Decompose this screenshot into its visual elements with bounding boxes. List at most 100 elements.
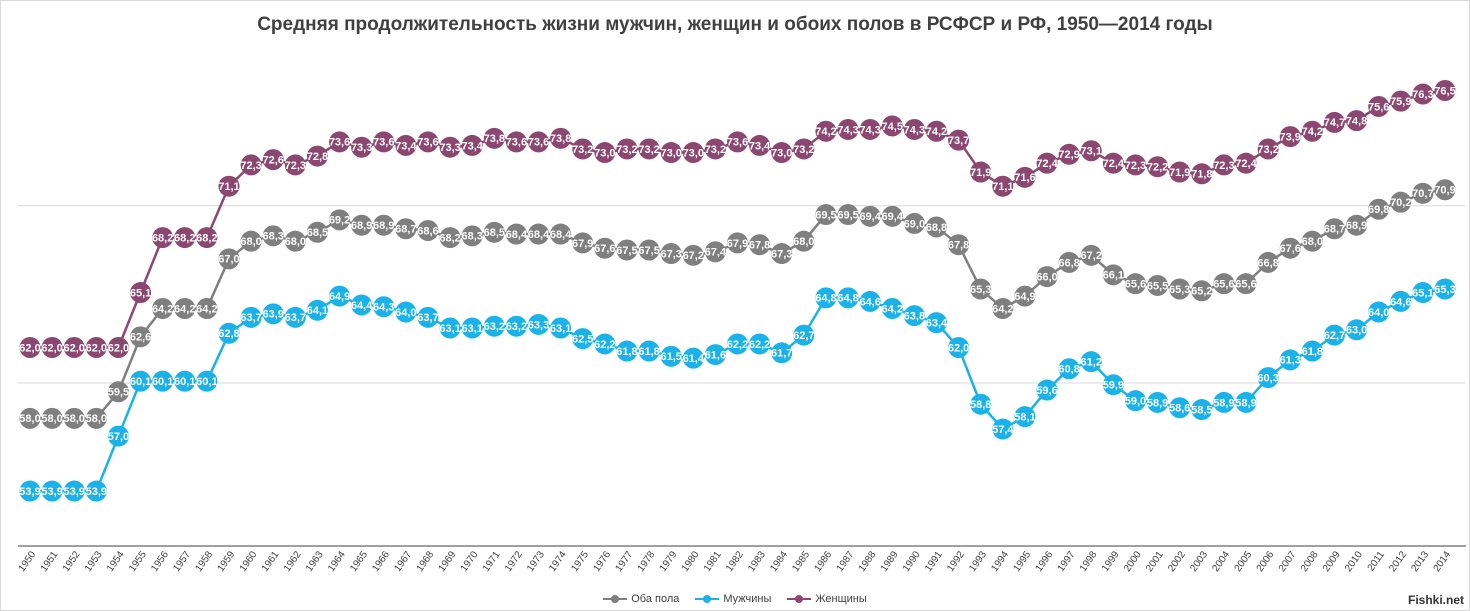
data-point	[881, 297, 903, 319]
data-label: 73,0	[683, 147, 704, 159]
x-tick-label: 1995	[1011, 549, 1033, 574]
data-point	[771, 243, 793, 265]
data-label: 72,3	[240, 160, 261, 172]
data-point	[1301, 230, 1323, 252]
data-point	[130, 282, 152, 304]
data-label: 63,2	[484, 321, 505, 333]
data-label: 67,3	[660, 248, 681, 260]
data-point	[793, 324, 815, 346]
x-tick-label: 1974	[547, 549, 569, 574]
data-point	[1169, 278, 1191, 300]
data-label: 73,8	[484, 133, 505, 145]
data-label: 62,7	[793, 330, 814, 342]
data-point	[550, 223, 572, 245]
data-label: 74,3	[859, 124, 880, 136]
data-point	[771, 142, 793, 164]
data-label: 72,4	[1103, 158, 1125, 170]
data-label: 62,0	[86, 342, 107, 354]
x-tick-label: 1972	[503, 549, 525, 574]
data-point	[174, 370, 196, 392]
data-label: 64,9	[329, 291, 350, 303]
x-tick-label: 1982	[724, 549, 746, 574]
data-label: 64,2	[152, 303, 173, 315]
data-label: 63,3	[528, 319, 549, 331]
x-tick-label: 1950	[17, 549, 39, 574]
data-point	[218, 248, 240, 270]
data-label: 68,0	[240, 236, 261, 248]
data-label: 73,6	[727, 137, 748, 149]
data-point	[1102, 152, 1124, 174]
data-point	[815, 120, 837, 142]
data-point	[1102, 374, 1124, 396]
data-point	[196, 297, 218, 319]
x-tick-label: 2010	[1343, 549, 1365, 574]
x-tick-label: 1959	[216, 549, 238, 574]
data-point	[1014, 285, 1036, 307]
x-tick-label: 1962	[282, 549, 304, 574]
data-point	[1257, 138, 1279, 160]
legend-item: Оба пола	[603, 593, 679, 605]
data-label: 73,3	[439, 142, 460, 154]
data-label: 63,9	[262, 309, 283, 321]
data-point	[351, 294, 373, 316]
data-point	[1235, 273, 1257, 295]
x-tick-label: 1967	[392, 549, 414, 574]
data-point	[749, 134, 771, 156]
data-label: 64,2	[882, 303, 903, 315]
data-point	[196, 370, 218, 392]
data-label: 73,0	[771, 147, 792, 159]
data-point	[306, 145, 328, 167]
data-point	[948, 234, 970, 256]
x-tick-label: 1965	[348, 549, 370, 574]
data-label: 72,4	[1235, 158, 1257, 170]
data-point	[483, 127, 505, 149]
data-point	[1014, 406, 1036, 428]
data-label: 73,8	[550, 133, 571, 145]
data-point	[85, 336, 107, 358]
x-tick-label: 1981	[702, 549, 724, 574]
data-label: 73,2	[1257, 144, 1278, 156]
data-label: 73,6	[373, 137, 394, 149]
data-point	[1147, 391, 1169, 413]
data-label: 67,8	[749, 240, 770, 252]
data-point	[461, 317, 483, 339]
data-label: 58,0	[41, 413, 62, 425]
data-label: 73,2	[793, 144, 814, 156]
data-label: 63,2	[506, 321, 527, 333]
x-tick-label: 1953	[83, 549, 105, 574]
data-label: 58,0	[86, 413, 107, 425]
x-tick-label: 2014	[1432, 549, 1454, 574]
x-tick-label: 1978	[636, 549, 658, 574]
data-point	[41, 407, 63, 429]
data-label: 62,0	[948, 342, 969, 354]
data-point	[903, 305, 925, 327]
x-tick-label: 2003	[1188, 549, 1210, 574]
data-label: 64,4	[351, 300, 373, 312]
data-label: 64,0	[1368, 307, 1389, 319]
legend-item: Мужчины	[695, 593, 771, 605]
data-label: 69,8	[1368, 204, 1389, 216]
data-label: 68,9	[1346, 220, 1367, 232]
data-label: 62,0	[64, 342, 85, 354]
data-point	[970, 393, 992, 415]
data-point	[373, 131, 395, 153]
data-point	[1412, 182, 1434, 204]
data-point	[1323, 111, 1345, 133]
data-point	[793, 230, 815, 252]
data-label: 68,0	[793, 236, 814, 248]
data-point	[262, 149, 284, 171]
data-label: 61,4	[683, 353, 705, 365]
data-point	[1191, 399, 1213, 421]
data-label: 64,8	[815, 293, 836, 305]
data-point	[85, 407, 107, 429]
x-tick-label: 1984	[768, 549, 790, 574]
x-tick-label: 2012	[1387, 549, 1409, 574]
x-tick-label: 1966	[370, 549, 392, 574]
series-2: 62,0 62,0 62,0 62,0 62,065,168,2 68,2 68,271,1…	[19, 79, 1456, 358]
data-point	[992, 418, 1014, 440]
x-tick-label: 2000	[1122, 549, 1144, 574]
data-label: 76,5	[1434, 85, 1455, 97]
series-line	[30, 188, 1446, 420]
data-label: 72,8	[307, 151, 328, 163]
data-point	[594, 237, 616, 259]
